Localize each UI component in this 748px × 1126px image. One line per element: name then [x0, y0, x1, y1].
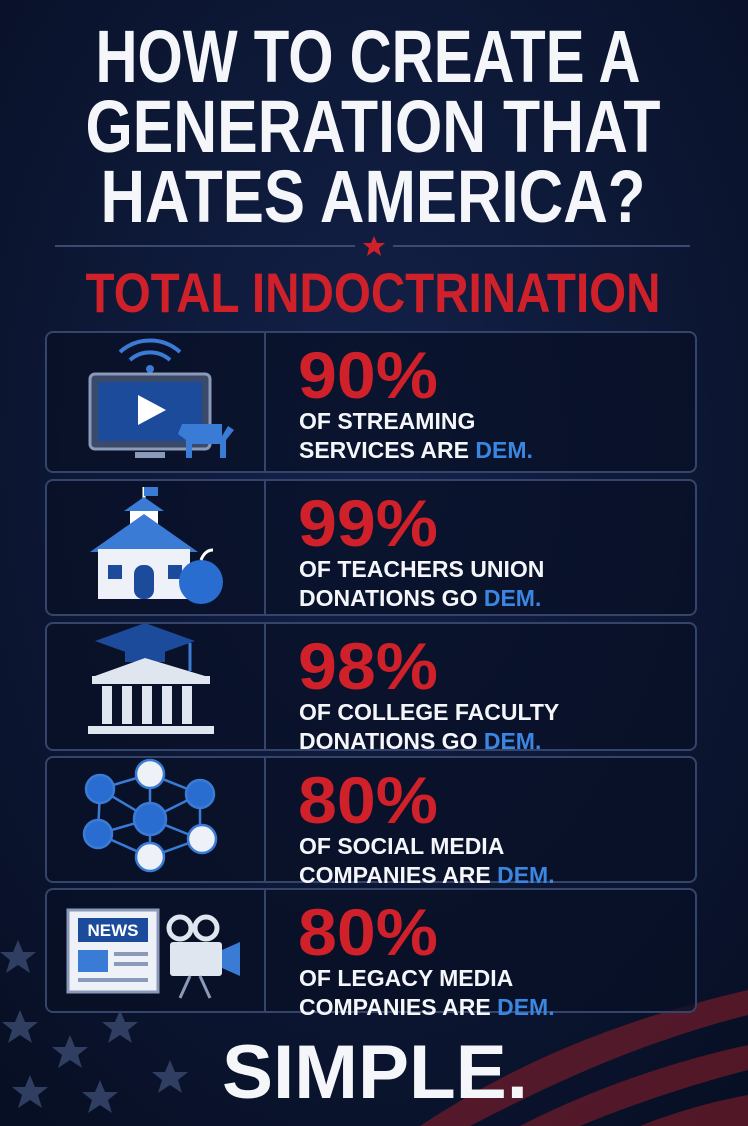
stat-text: COMPANIES ARE — [299, 862, 491, 888]
stat-value: 99% — [298, 486, 438, 560]
highlight: DEM. — [484, 728, 542, 754]
stat-text-line: OF COLLEGE FACULTY — [299, 699, 559, 725]
stat-text-line: OF SOCIAL MEDIA — [299, 833, 504, 859]
stat-value: 98% — [298, 629, 438, 703]
highlight: DEM. — [475, 437, 533, 463]
news-icon: NEWS — [66, 908, 240, 999]
stat-value: 80% — [298, 895, 438, 969]
icon-label: NEWS — [88, 921, 139, 940]
stat-text-line: COMPANIES ARE DEM. — [299, 994, 555, 1020]
stat-text: COMPANIES ARE — [299, 994, 491, 1020]
stat-text-line: OF LEGACY MEDIA — [299, 965, 513, 991]
college-icon — [88, 623, 214, 734]
subtitle: TOTAL INDOCTRINATION — [86, 261, 661, 324]
stat-text-line: SERVICES ARE DEM. — [299, 437, 533, 463]
social-icon — [82, 758, 218, 873]
school-icon — [90, 487, 223, 604]
stat-text: SERVICES ARE — [299, 437, 469, 463]
stat-text-line: DONATIONS GO DEM. — [299, 728, 541, 754]
highlight: DEM. — [497, 994, 555, 1020]
stat-text: DONATIONS GO — [299, 585, 477, 611]
highlight: DEM. — [497, 862, 555, 888]
title-line: GENERATION THAT — [86, 85, 661, 168]
stars-decoration — [0, 940, 188, 1113]
stat-text-line: COMPANIES ARE DEM. — [299, 862, 555, 888]
title-line: HOW TO CREATE A — [96, 15, 641, 98]
flag-stripes — [420, 990, 748, 1126]
highlight: DEM. — [484, 585, 542, 611]
streaming-icon — [88, 338, 234, 458]
stat-text: DONATIONS GO — [299, 728, 477, 754]
title-line: HATES AMERICA? — [101, 155, 646, 238]
stat-value: 80% — [298, 763, 438, 837]
stat-text-line: OF STREAMING — [299, 408, 475, 434]
stat-value: 90% — [298, 338, 438, 412]
divider — [55, 236, 690, 256]
footer: SIMPLE. — [222, 1030, 528, 1115]
stat-row: 98%OF COLLEGE FACULTY DONATIONS GO DEM. — [45, 622, 697, 754]
row-box — [45, 622, 697, 751]
stat-text-line: DONATIONS GO DEM. — [299, 585, 541, 611]
icons: NEWS — [66, 338, 240, 999]
stat-text-line: OF TEACHERS UNION — [299, 556, 544, 582]
